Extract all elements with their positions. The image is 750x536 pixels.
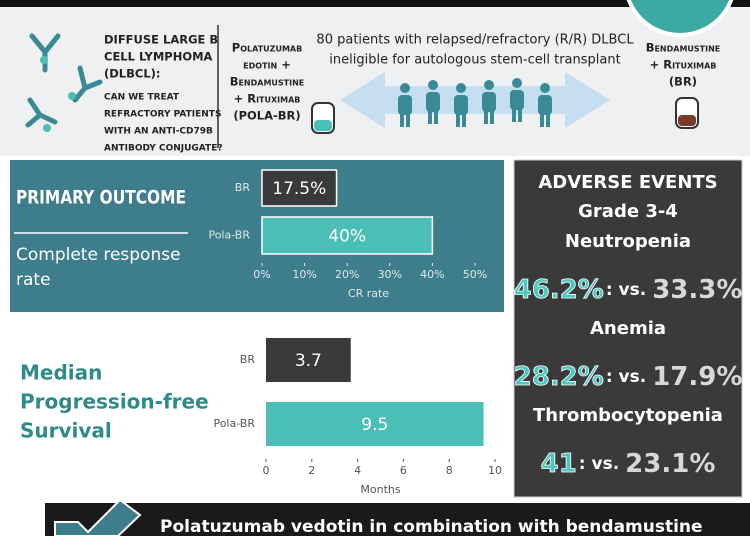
ae-br: 23.1% [625, 449, 715, 479]
intro-line: CELL LYMPHOMA [104, 50, 213, 64]
footer-bar [45, 503, 750, 536]
header-bg [0, 0, 750, 156]
ae-sep: : vs. [606, 280, 646, 300]
arm-a-line: Polatuzumab [232, 41, 302, 55]
ae-pola: 46.2% [514, 275, 604, 305]
x-tick-label: 50% [463, 268, 487, 281]
ae-row: 28.2%: vs. 17.9% [514, 362, 743, 392]
x-tick-label: 4 [354, 464, 361, 477]
population-line: 80 patients with relapsed/refractory (R/… [316, 33, 634, 48]
ae-name: Neutropenia [565, 231, 691, 252]
corner-badge [626, 0, 734, 37]
value-label: 3.7 [295, 351, 322, 371]
ae-name: Anemia [590, 318, 666, 339]
top-bar [0, 0, 750, 7]
intro-line: (DLBCL): [104, 67, 161, 81]
antibody-icons [25, 33, 103, 128]
x-tick-label: 2 [308, 464, 315, 477]
panel-title: Median [20, 361, 102, 385]
x-axis-label: CR rate [348, 287, 389, 300]
intro-line: DIFFUSE LARGE B [104, 33, 218, 47]
ae-title: ADVERSE EVENTS [538, 172, 717, 193]
arm-b-line: Bendamustine [646, 41, 721, 55]
value-label: 40% [328, 227, 366, 247]
category-label: BR [235, 181, 251, 194]
panel-title: Progression-free [20, 390, 209, 414]
x-axis-label: Months [360, 483, 400, 496]
antigen-dots [40, 56, 76, 132]
bar [261, 216, 434, 255]
population-line: ineligible for autologous stem-cell tran… [329, 53, 620, 68]
ae-sep: : vs. [606, 367, 646, 387]
category-label: Pola-BR [213, 417, 255, 430]
ae-grade: Grade 3-4 [578, 201, 678, 222]
intro-line: WITH AN ANTI-CD79B [104, 127, 213, 137]
bar [261, 169, 338, 207]
x-tick-label: 0 [263, 464, 270, 477]
category-label: BR [240, 353, 256, 366]
iv-bag [675, 97, 699, 129]
x-tick-label: 10 [488, 464, 502, 477]
bar [266, 402, 484, 446]
arm-a-line: Bendamustine [230, 75, 305, 89]
arm-a-line: (POLA-BR) [233, 109, 300, 123]
x-tick-label: 6 [400, 464, 407, 477]
iv-bag [311, 102, 335, 134]
panel-title: Survival [20, 419, 112, 443]
arm-a-line: edotin + [243, 58, 291, 72]
value-label: 17.5% [272, 179, 326, 199]
footer-text: Polatuzumab vedotin in combination with … [160, 517, 703, 536]
ae-row: 41: vs. 23.1% [541, 449, 716, 479]
panel-subtitle: Complete response [16, 245, 181, 265]
x-tick-label: 10% [292, 268, 316, 281]
panel-subtitle: rate [16, 270, 51, 290]
intro-line: ANTIBODY CONJUGATE? [104, 144, 223, 154]
intro-line: CAN WE TREAT [104, 93, 180, 103]
ae-sep: : vs. [579, 454, 619, 474]
adverse-panel [513, 159, 743, 498]
value-label: 9.5 [361, 415, 388, 435]
ae-br: 33.3% [652, 275, 742, 305]
ae-row: 46.2%: vs. 33.3% [514, 275, 743, 305]
ae-pola: 28.2% [514, 362, 604, 392]
x-tick-label: 8 [446, 464, 453, 477]
ae-pola: 41 [541, 449, 577, 479]
people [398, 78, 552, 127]
arm-b-line: + Rituximab [650, 58, 717, 72]
x-tick-label: 20% [335, 268, 359, 281]
intro-line: REFRACTORY PATIENTS [104, 110, 221, 120]
x-tick-label: 0% [253, 268, 270, 281]
x-tick-label: 40% [420, 268, 444, 281]
arm-a-line: + Rituximab [234, 92, 301, 106]
x-tick-label: 30% [378, 268, 402, 281]
arm-b-line: (BR) [669, 75, 697, 89]
check-icon [54, 498, 142, 536]
category-label: Pola-BR [208, 229, 250, 242]
panel-title: PRIMARY OUTCOME [16, 187, 186, 209]
ae-br: 17.9% [652, 362, 742, 392]
ae-name: Thrombocytopenia [533, 405, 723, 426]
bar [266, 338, 351, 382]
